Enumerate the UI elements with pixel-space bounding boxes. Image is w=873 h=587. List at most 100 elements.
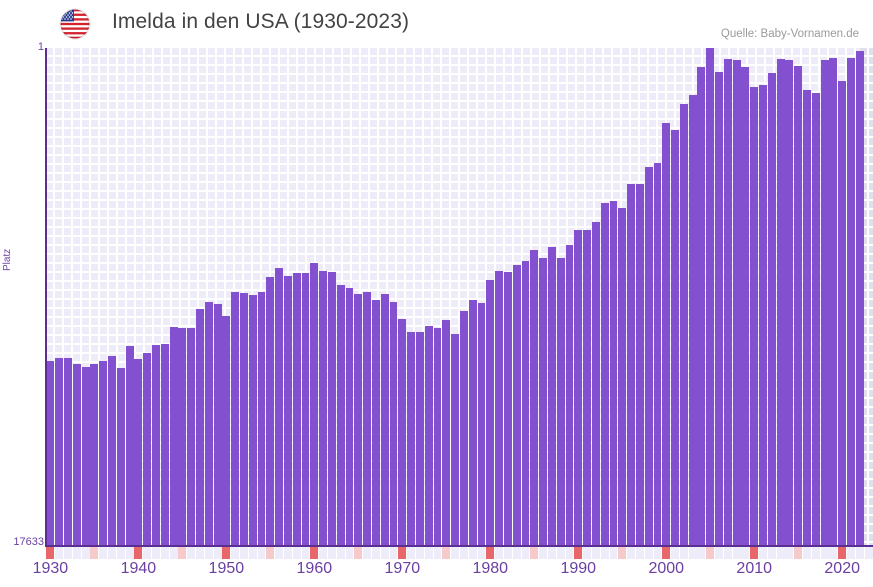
- bar[interactable]: [99, 361, 108, 546]
- bar[interactable]: [319, 271, 328, 546]
- bar[interactable]: [451, 334, 460, 546]
- x-tick-half: [618, 547, 627, 559]
- bar[interactable]: [108, 356, 116, 546]
- bar[interactable]: [468, 300, 477, 546]
- bar[interactable]: [627, 184, 635, 546]
- bar[interactable]: [715, 72, 723, 546]
- bar[interactable]: [794, 66, 803, 546]
- bar[interactable]: [838, 81, 847, 546]
- bar[interactable]: [697, 67, 706, 546]
- bar[interactable]: [266, 277, 275, 546]
- bar[interactable]: [732, 60, 741, 546]
- bar[interactable]: [55, 358, 64, 546]
- bar[interactable]: [407, 332, 416, 546]
- bar[interactable]: [741, 67, 750, 546]
- bar[interactable]: [855, 51, 864, 546]
- bar[interactable]: [64, 358, 72, 546]
- bar[interactable]: [688, 95, 697, 546]
- bar[interactable]: [327, 272, 336, 546]
- bar[interactable]: [785, 60, 794, 546]
- bar[interactable]: [503, 272, 512, 546]
- bar[interactable]: [512, 265, 521, 546]
- bar[interactable]: [301, 273, 310, 546]
- bar[interactable]: [679, 104, 688, 546]
- bar[interactable]: [459, 311, 468, 546]
- bar[interactable]: [671, 130, 679, 546]
- bar[interactable]: [565, 245, 574, 546]
- bar[interactable]: [213, 304, 222, 546]
- bar[interactable]: [750, 87, 759, 546]
- bar[interactable]: [767, 73, 776, 546]
- bar[interactable]: [415, 332, 424, 546]
- bar[interactable]: [283, 276, 292, 546]
- bar[interactable]: [723, 59, 732, 546]
- bar[interactable]: [380, 294, 389, 546]
- bar[interactable]: [292, 273, 301, 546]
- bar[interactable]: [521, 261, 530, 546]
- bar[interactable]: [486, 280, 495, 546]
- bar[interactable]: [152, 345, 160, 546]
- bar[interactable]: [90, 364, 99, 546]
- bar[interactable]: [310, 263, 319, 546]
- bar[interactable]: [618, 208, 627, 546]
- x-tick-minor: [231, 547, 240, 559]
- x-tick-minor: [169, 547, 178, 559]
- x-tick-minor: [380, 547, 389, 559]
- bar[interactable]: [530, 250, 539, 546]
- bar[interactable]: [574, 230, 583, 546]
- bar[interactable]: [776, 59, 785, 546]
- bar[interactable]: [635, 184, 644, 546]
- bar[interactable]: [600, 203, 609, 546]
- bar[interactable]: [539, 258, 548, 546]
- bar[interactable]: [371, 300, 380, 546]
- bar[interactable]: [653, 163, 662, 546]
- bar[interactable]: [433, 328, 442, 546]
- bar[interactable]: [275, 268, 284, 546]
- bar[interactable]: [72, 364, 81, 546]
- bar[interactable]: [204, 302, 213, 546]
- bar[interactable]: [196, 309, 204, 546]
- bar[interactable]: [125, 346, 134, 546]
- x-tick-minor: [143, 547, 152, 559]
- bar[interactable]: [187, 328, 196, 546]
- bar[interactable]: [248, 295, 257, 546]
- bar[interactable]: [116, 368, 125, 546]
- bar[interactable]: [257, 292, 266, 546]
- bar[interactable]: [354, 294, 363, 546]
- bar[interactable]: [345, 288, 354, 546]
- bar[interactable]: [363, 292, 372, 546]
- bar[interactable]: [222, 316, 231, 546]
- bar[interactable]: [231, 292, 240, 546]
- bar[interactable]: [829, 58, 838, 546]
- bar[interactable]: [583, 230, 591, 546]
- bar[interactable]: [811, 93, 820, 546]
- bar[interactable]: [240, 293, 248, 546]
- bar[interactable]: [46, 361, 55, 546]
- bar[interactable]: [178, 328, 187, 546]
- bar[interactable]: [134, 359, 143, 546]
- bar[interactable]: [495, 271, 504, 546]
- bar[interactable]: [803, 90, 811, 546]
- bar[interactable]: [759, 85, 767, 546]
- bar[interactable]: [644, 167, 653, 546]
- bar[interactable]: [336, 285, 345, 546]
- bar[interactable]: [160, 344, 169, 546]
- bar[interactable]: [424, 326, 433, 546]
- x-tick-minor: [679, 547, 688, 559]
- bar[interactable]: [389, 302, 398, 546]
- bar[interactable]: [706, 48, 715, 546]
- bar[interactable]: [81, 367, 90, 546]
- bar[interactable]: [169, 327, 178, 546]
- bar[interactable]: [556, 258, 565, 546]
- bar[interactable]: [820, 60, 829, 546]
- bar[interactable]: [547, 247, 556, 546]
- bar[interactable]: [591, 222, 600, 546]
- bar[interactable]: [442, 320, 451, 546]
- bar[interactable]: [609, 201, 618, 546]
- bar[interactable]: [398, 319, 407, 546]
- x-tick-minor: [759, 547, 767, 559]
- bar[interactable]: [477, 303, 486, 546]
- bar[interactable]: [662, 123, 671, 546]
- bar[interactable]: [143, 353, 152, 546]
- bar[interactable]: [847, 58, 855, 546]
